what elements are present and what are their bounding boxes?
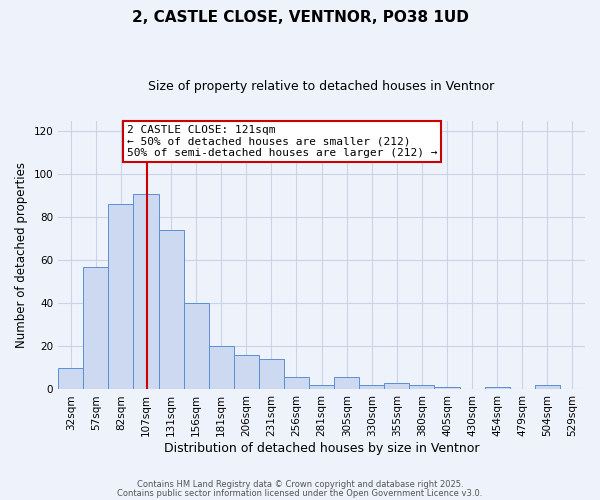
Bar: [385, 383, 409, 390]
Bar: [209, 346, 234, 390]
Bar: [158, 230, 184, 390]
Bar: [334, 376, 359, 390]
Title: Size of property relative to detached houses in Ventnor: Size of property relative to detached ho…: [148, 80, 495, 93]
Bar: [485, 388, 510, 390]
Bar: [58, 368, 83, 390]
Text: 2 CASTLE CLOSE: 121sqm
← 50% of detached houses are smaller (212)
50% of semi-de: 2 CASTLE CLOSE: 121sqm ← 50% of detached…: [127, 124, 437, 158]
Bar: [359, 385, 385, 390]
Bar: [409, 385, 434, 390]
Bar: [184, 304, 209, 390]
Text: 2, CASTLE CLOSE, VENTNOR, PO38 1UD: 2, CASTLE CLOSE, VENTNOR, PO38 1UD: [131, 10, 469, 25]
Bar: [259, 360, 284, 390]
Text: Contains HM Land Registry data © Crown copyright and database right 2025.: Contains HM Land Registry data © Crown c…: [137, 480, 463, 489]
Bar: [535, 385, 560, 390]
Bar: [133, 194, 158, 390]
Bar: [234, 355, 259, 390]
Bar: [434, 388, 460, 390]
Text: Contains public sector information licensed under the Open Government Licence v3: Contains public sector information licen…: [118, 488, 482, 498]
Bar: [284, 376, 309, 390]
X-axis label: Distribution of detached houses by size in Ventnor: Distribution of detached houses by size …: [164, 442, 479, 455]
Bar: [83, 267, 109, 390]
Bar: [109, 204, 133, 390]
Bar: [309, 385, 334, 390]
Y-axis label: Number of detached properties: Number of detached properties: [15, 162, 28, 348]
